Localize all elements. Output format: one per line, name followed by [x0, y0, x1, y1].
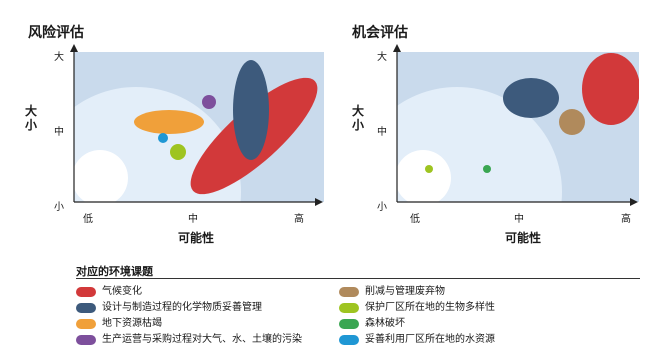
opportunity-y-tick-low: 小 — [377, 202, 387, 213]
opportunity-bubble-biodiversity — [425, 165, 433, 173]
legend-item-label: 保护厂区所在地的生物多样性 — [365, 302, 495, 313]
legend-item-label: 削减与管理废弃物 — [365, 286, 445, 297]
legend-item-label: 生产运营与采购过程对大气、水、土壤的污染 — [102, 334, 302, 345]
opportunity-x-axis-arrow-icon — [630, 198, 638, 206]
opportunity-axes — [393, 44, 638, 206]
legend-swatch — [339, 335, 359, 345]
opportunity-plot-area — [397, 52, 639, 202]
legend-swatch — [339, 319, 359, 329]
opportunity-y-axis-label: 大小 — [351, 104, 364, 132]
risk-y-axis-arrow-icon — [70, 44, 78, 52]
legend-item-label: 森林破坏 — [365, 318, 405, 329]
risk-x-tick-high: 高 — [294, 214, 304, 225]
legend-swatch — [76, 303, 96, 313]
risk-y-axis-label: 大小 — [24, 104, 37, 132]
risk-y-tick-mid: 中 — [54, 127, 64, 138]
risk-background-glow-small — [74, 150, 128, 202]
legend-item-label: 气候变化 — [102, 286, 142, 297]
risk-y-tick-low: 小 — [54, 202, 64, 213]
risk-plot-area — [74, 52, 324, 202]
risk-x-tick-low: 低 — [83, 214, 93, 225]
legend-item-label: 设计与制造过程的化学物质妥善管理 — [102, 302, 262, 313]
opportunity-x-tick-mid: 中 — [514, 214, 524, 225]
opportunity-y-axis-arrow-icon — [393, 44, 401, 52]
risk-bubble-underground-resource-depletion — [134, 110, 204, 134]
legend-item-label: 地下资源枯竭 — [102, 318, 162, 329]
risk-x-axis-label: 可能性 — [178, 231, 215, 245]
risk-bubble-chemical-management — [233, 60, 269, 160]
opportunity-y-tick-mid: 中 — [377, 127, 387, 138]
risk-panel-title: 风险评估 — [28, 25, 84, 41]
opportunity-panel-title: 机会评估 — [352, 25, 408, 41]
opportunity-bubble-climate-change — [582, 53, 639, 125]
opportunity-background-glow-small — [397, 150, 451, 202]
legend-swatch — [339, 303, 359, 313]
opportunity-bubble-waste-management — [559, 109, 585, 135]
opportunity-bubble-chart — [397, 53, 639, 202]
legend-swatch — [76, 319, 96, 329]
opportunity-x-axis-label: 可能性 — [505, 231, 542, 245]
risk-bubble-biodiversity — [170, 144, 186, 160]
legend-swatch — [76, 335, 96, 345]
opportunity-x-tick-high: 高 — [621, 214, 631, 225]
legend-swatch — [76, 287, 96, 297]
opportunity-bubble-deforestation — [483, 165, 491, 173]
risk-x-tick-mid: 中 — [188, 214, 198, 225]
legend-item-label: 妥善利用厂区所在地的水资源 — [365, 334, 495, 345]
risk-y-tick-high: 大 — [54, 52, 64, 63]
risk-bubble-pollution — [202, 95, 216, 109]
risk-axes — [70, 44, 323, 206]
legend-divider — [76, 278, 640, 279]
opportunity-x-tick-low: 低 — [410, 214, 420, 225]
opportunity-y-tick-high: 大 — [377, 52, 387, 63]
legend-title: 对应的环境课题 — [76, 265, 153, 278]
opportunity-bubble-chemical-management — [503, 78, 559, 118]
risk-bubble-chart — [74, 60, 318, 202]
risk-x-axis-arrow-icon — [315, 198, 323, 206]
risk-bubble-water-resources — [158, 133, 168, 143]
legend-swatch — [339, 287, 359, 297]
